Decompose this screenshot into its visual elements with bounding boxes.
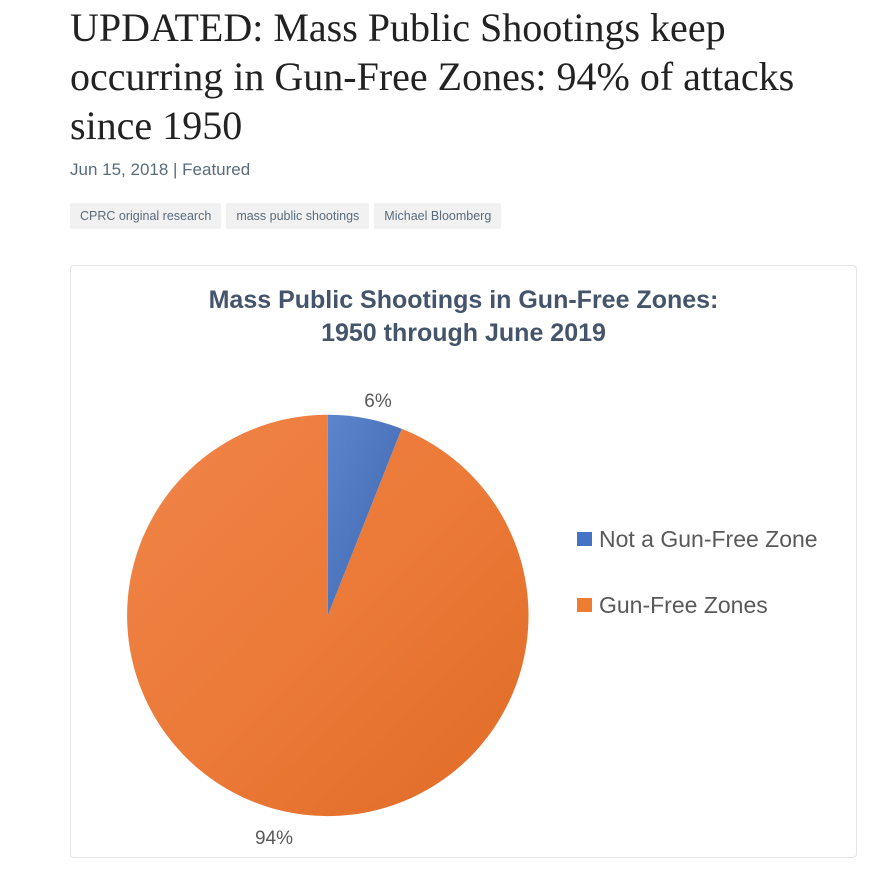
svg-text:6%: 6% (364, 391, 392, 412)
svg-text:94%: 94% (255, 828, 293, 849)
